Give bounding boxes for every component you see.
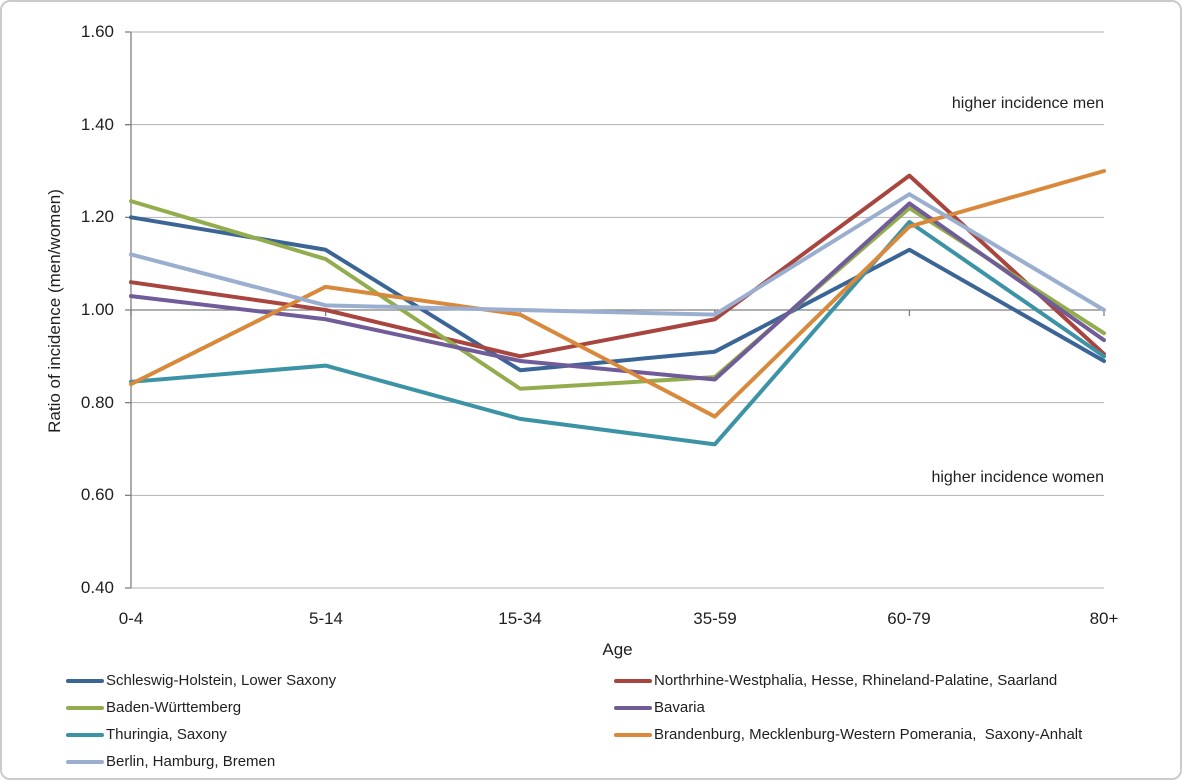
legend-line-swatch	[66, 733, 104, 737]
legend-label: Brandenburg, Mecklenburg-Western Pomeran…	[654, 726, 1083, 743]
legend-label: Schleswig-Holstein, Lower Saxony	[106, 672, 337, 689]
x-tick-label: 60-79	[887, 609, 931, 628]
y-tick-label: 1.40	[80, 115, 114, 134]
legend-line-swatch	[66, 760, 104, 764]
legend-label: Thuringia, Saxony	[106, 726, 227, 743]
y-tick-label: 1.00	[80, 300, 114, 319]
legend-line-swatch	[614, 706, 652, 710]
x-tick-label: 80+	[1089, 609, 1119, 628]
legend-item-brandenburg: Brandenburg, Mecklenburg-Western Pomeran…	[614, 724, 1082, 746]
legend-line-swatch	[66, 706, 104, 710]
legend-item-bavaria: Bavaria	[614, 697, 705, 719]
legend-item-thuringia-saxony: Thuringia, Saxony	[66, 724, 227, 746]
legend-label: Berlin, Hamburg, Bremen	[106, 753, 276, 770]
legend-label: Baden-Württemberg	[106, 699, 242, 716]
legend-item-berlin-hamburg-bremen: Berlin, Hamburg, Bremen	[66, 751, 275, 773]
x-tick-label: 0-4	[118, 609, 144, 628]
y-axis-title: Ratio of incidence (men/women)	[45, 189, 64, 433]
legend-label: Northrhine-Westphalia, Hesse, Rhineland-…	[654, 672, 1058, 689]
line-chart-plot-area	[125, 31, 1106, 589]
y-tick-label: 0.60	[80, 485, 114, 504]
legend-line-swatch	[66, 679, 104, 683]
x-axis-title: Age	[602, 640, 633, 659]
y-tick-label: 0.40	[80, 578, 114, 597]
y-tick-label: 1.60	[80, 22, 114, 41]
annotation-higher-incidence-women: higher incidence women	[931, 469, 1104, 486]
x-tick-label: 5-14	[308, 609, 344, 628]
annotation-higher-incidence-men: higher incidence men	[951, 95, 1104, 112]
legend-item-baden-wuerttemberg: Baden-Württemberg	[66, 697, 241, 719]
y-tick-label: 0.80	[80, 393, 114, 412]
legend-item-northrhine-westphalia: Northrhine-Westphalia, Hesse, Rhineland-…	[614, 670, 1057, 692]
legend-item-schleswig-holstein: Schleswig-Holstein, Lower Saxony	[66, 670, 336, 692]
x-tick-label: 35-59	[693, 609, 737, 628]
legend-label: Bavaria	[654, 699, 705, 716]
legend-line-swatch	[614, 679, 652, 683]
legend-line-swatch	[614, 733, 652, 737]
x-tick-label: 15-34	[498, 609, 542, 628]
y-tick-label: 1.20	[80, 207, 114, 226]
